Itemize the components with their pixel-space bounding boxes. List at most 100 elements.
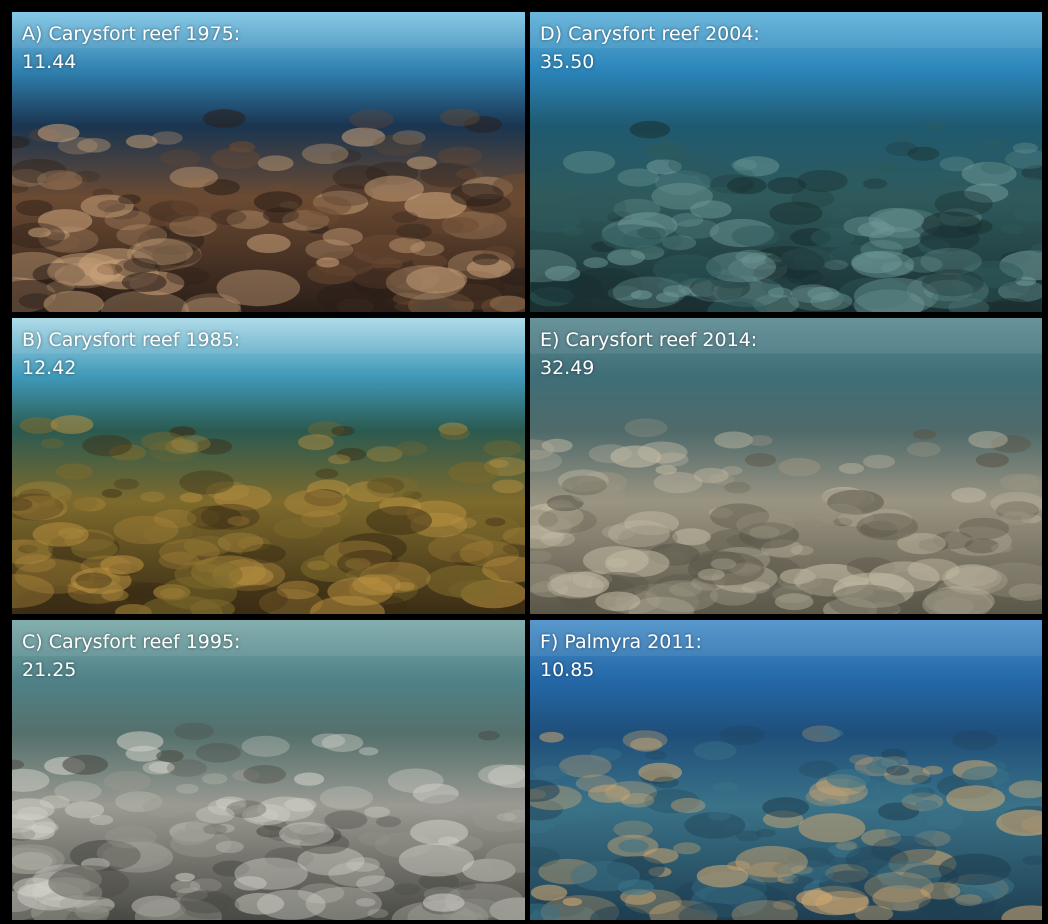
reef-texture (123, 257, 158, 274)
reef-texture (132, 238, 193, 265)
reef-texture (872, 885, 932, 911)
reef-texture (118, 194, 141, 205)
reef-texture (366, 446, 403, 462)
reef-texture (736, 511, 795, 538)
reef-texture (283, 824, 321, 841)
reef-texture (607, 248, 646, 266)
reef-texture (410, 241, 445, 257)
reef-texture (169, 166, 218, 188)
reef-texture (164, 439, 199, 455)
reef-texture (636, 226, 667, 240)
reef-texture (654, 170, 712, 196)
reef-texture (12, 169, 47, 187)
reef-texture (215, 840, 244, 854)
reef-texture (755, 828, 776, 838)
surface-glare (12, 12, 525, 48)
reef-texture (422, 893, 465, 912)
reef-texture (329, 508, 351, 518)
reef-texture (530, 798, 563, 821)
reef-texture (97, 199, 126, 213)
reef-texture (183, 293, 241, 312)
reef-texture (833, 581, 874, 600)
reef-texture (946, 785, 1006, 812)
reef-texture (420, 794, 472, 817)
reef-texture (336, 447, 367, 461)
reef-texture (15, 199, 53, 216)
reef-texture (652, 776, 679, 789)
reef-texture (672, 528, 711, 546)
reef-texture (17, 585, 96, 614)
reef-texture (942, 564, 1002, 591)
reef-texture (920, 882, 961, 900)
reef-texture (176, 783, 199, 794)
reef-texture (943, 566, 1008, 595)
reef-texture (96, 837, 168, 869)
reef-texture (621, 793, 655, 808)
panel-value: 11.44 (22, 51, 77, 73)
reef-texture (996, 809, 1042, 837)
reef-texture (170, 880, 201, 894)
reef-texture (151, 131, 183, 145)
reef-texture (210, 209, 247, 226)
reef-texture (914, 830, 951, 847)
photo-panel: B) Carysfort reef 1985: 12.42 (12, 318, 525, 614)
surface-glare (530, 620, 1042, 656)
reef-texture (426, 565, 501, 598)
reef-texture (462, 858, 516, 882)
reef-texture (731, 900, 798, 920)
reef-texture (253, 191, 303, 213)
reef-texture (12, 182, 29, 193)
reef-texture (321, 733, 364, 752)
reef-texture (530, 550, 552, 563)
reef-texture (590, 747, 622, 762)
reef-texture (824, 259, 848, 271)
reef-texture (846, 557, 895, 579)
reef-texture (744, 453, 777, 467)
reef-texture (860, 520, 898, 538)
reef-texture (243, 765, 286, 784)
reef-texture (746, 861, 794, 883)
reef-texture (591, 571, 649, 597)
panel-label: C) Carysfort reef 1995: (22, 631, 241, 653)
reef-texture (364, 806, 391, 818)
reef-texture (72, 497, 106, 512)
reef-texture (690, 200, 732, 219)
reef-texture (668, 152, 719, 176)
reef-photo (530, 12, 1042, 312)
panel-label: A) Carysfort reef 1975: (22, 23, 241, 45)
reef-texture (606, 558, 629, 568)
reef-texture (138, 225, 205, 255)
reef-texture (12, 573, 55, 609)
reef-texture (164, 210, 220, 235)
reef-texture (559, 596, 592, 611)
reef-texture (394, 581, 415, 591)
reef-texture (404, 192, 467, 220)
reef-texture (32, 864, 102, 895)
reef-texture (45, 171, 87, 190)
photo-panel: E) Carysfort reef 2014: 32.49 (530, 318, 1042, 614)
reef-texture (217, 532, 264, 553)
reef-texture (990, 297, 1031, 312)
reef-texture (646, 158, 682, 175)
reef-texture (134, 897, 222, 920)
reef-texture (257, 155, 294, 172)
reef-texture (70, 567, 132, 595)
reef-texture (115, 302, 155, 312)
reef-texture (484, 552, 525, 580)
reef-texture (186, 505, 243, 530)
reef-texture (926, 812, 965, 830)
reef-texture (820, 798, 842, 809)
reef-texture (587, 784, 631, 803)
reef-texture (183, 535, 232, 557)
reef-texture (395, 441, 428, 456)
reef-texture (832, 572, 915, 608)
reef-texture (373, 134, 423, 156)
reef-texture (489, 459, 509, 468)
reef-texture (670, 797, 706, 814)
reef-texture (195, 742, 241, 763)
reef-texture (729, 562, 761, 576)
reef-texture (657, 279, 685, 292)
reef-texture (442, 217, 479, 233)
caption: B) Carysfort reef 1985: 12.42 (22, 326, 240, 382)
reef-texture (43, 290, 104, 312)
